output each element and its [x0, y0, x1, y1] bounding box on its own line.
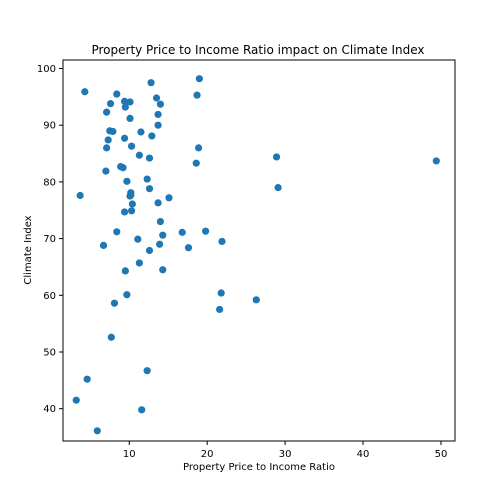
data-point-18	[154, 111, 161, 118]
data-point-47	[134, 236, 141, 243]
x-tick-label-0: 10	[123, 449, 136, 460]
data-point-1	[107, 100, 114, 107]
data-point-41	[128, 207, 135, 214]
data-point-19	[154, 122, 161, 129]
data-point-55	[159, 266, 166, 273]
data-point-65	[138, 406, 145, 413]
data-point-58	[253, 296, 260, 303]
x-tick-label-2: 30	[279, 449, 292, 460]
y-tick-label-5: 90	[43, 121, 56, 132]
data-point-16	[153, 94, 160, 101]
y-tick-label-4: 80	[43, 177, 56, 188]
data-point-15	[147, 79, 154, 86]
data-point-51	[218, 238, 225, 245]
data-point-9	[109, 128, 116, 135]
data-point-42	[157, 218, 164, 225]
data-point-17	[157, 101, 164, 108]
data-point-54	[122, 267, 129, 274]
data-point-2	[103, 109, 110, 116]
data-point-66	[94, 427, 101, 434]
data-point-13	[103, 144, 110, 151]
x-tick-label-3: 40	[357, 449, 370, 460]
data-point-49	[156, 241, 163, 248]
data-point-31	[123, 178, 130, 185]
data-point-68	[274, 184, 281, 191]
x-axis-label: Property Price to Income Ratio	[183, 462, 335, 473]
data-point-69	[433, 157, 440, 164]
data-point-56	[218, 289, 225, 296]
data-point-53	[136, 259, 143, 266]
data-point-57	[123, 291, 130, 298]
data-point-64	[73, 397, 80, 404]
chart-title: Property Price to Income Ratio impact on…	[91, 43, 424, 57]
data-point-20	[148, 132, 155, 139]
data-point-52	[146, 247, 153, 254]
data-point-60	[216, 306, 223, 313]
data-point-59	[111, 300, 118, 307]
data-point-44	[179, 229, 186, 236]
data-point-61	[108, 334, 115, 341]
data-point-39	[129, 200, 136, 207]
data-point-37	[77, 192, 84, 199]
y-tick-label-6: 100	[37, 64, 56, 75]
data-point-14	[137, 128, 144, 135]
data-point-38	[154, 199, 161, 206]
data-point-3	[113, 90, 120, 97]
data-point-35	[126, 192, 133, 199]
y-tick-label-2: 60	[43, 291, 56, 302]
data-point-32	[146, 185, 153, 192]
data-point-40	[121, 208, 128, 215]
data-point-67	[273, 153, 280, 160]
data-point-22	[193, 92, 200, 99]
data-point-24	[136, 152, 143, 159]
x-tick-label-1: 20	[201, 449, 214, 460]
y-tick-label-3: 70	[43, 234, 56, 245]
data-point-43	[113, 228, 120, 235]
data-point-28	[119, 164, 126, 171]
data-point-25	[146, 154, 153, 161]
data-point-6	[126, 98, 133, 105]
data-point-29	[102, 168, 109, 175]
data-point-45	[202, 228, 209, 235]
x-tick-label-4: 50	[435, 449, 448, 460]
data-point-21	[196, 75, 203, 82]
data-point-36	[165, 194, 172, 201]
data-point-12	[128, 143, 135, 150]
data-point-62	[144, 367, 151, 374]
y-tick-label-0: 40	[43, 404, 56, 415]
data-point-30	[144, 175, 151, 182]
data-point-63	[84, 376, 91, 383]
y-axis-label: Climate Index	[23, 215, 34, 284]
data-point-48	[100, 242, 107, 249]
data-point-26	[193, 160, 200, 167]
y-tick-label-1: 50	[43, 347, 56, 358]
data-point-7	[126, 115, 133, 122]
data-point-50	[185, 244, 192, 251]
data-point-11	[121, 135, 128, 142]
data-point-0	[81, 88, 88, 95]
data-point-10	[105, 136, 112, 143]
data-point-23	[195, 144, 202, 151]
data-point-46	[159, 232, 166, 239]
